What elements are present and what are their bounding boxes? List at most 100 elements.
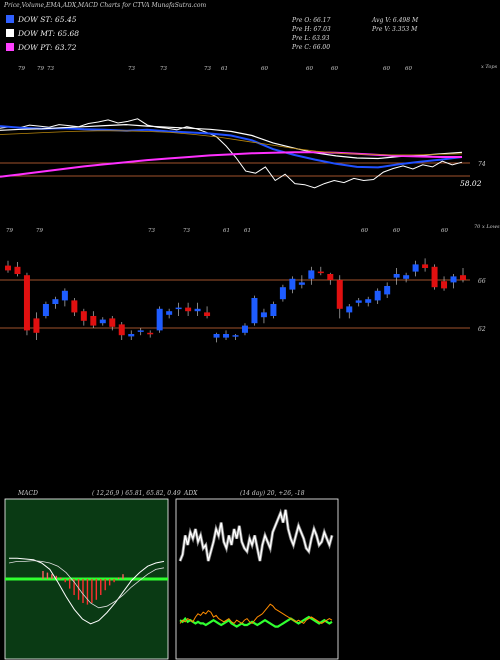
candle-level-label: 62 xyxy=(478,326,486,333)
legend-label-mt: DOW MT: 65.68 xyxy=(18,29,80,38)
stat-open: Pre O: 66.17 xyxy=(292,17,331,24)
candle-body xyxy=(23,275,30,331)
macd-panel xyxy=(4,498,169,660)
candle-body xyxy=(450,276,457,283)
ema-bottom-label: 60 xyxy=(393,228,400,234)
candle-body xyxy=(355,300,362,303)
ema-top-label: 73 xyxy=(160,66,167,72)
candle-body xyxy=(308,270,315,279)
candle-body xyxy=(33,318,40,333)
candle-body xyxy=(232,335,239,337)
candle-body xyxy=(166,311,173,315)
ema-bottom-label: 79 xyxy=(6,228,13,234)
candle-body xyxy=(42,304,49,316)
legend-label-st: DOW ST: 65.45 xyxy=(18,15,77,24)
candle-body xyxy=(156,308,163,331)
candle-body xyxy=(384,286,391,295)
ema-top-label: 73 xyxy=(204,66,211,72)
adx-series-3 xyxy=(179,603,333,625)
legend-swatch-mt xyxy=(6,29,14,37)
ema-top-label: 73 xyxy=(47,66,54,72)
ema-series-2 xyxy=(0,123,463,160)
ema-series-1 xyxy=(0,125,463,169)
adx-background xyxy=(175,498,339,660)
candle-body xyxy=(61,290,68,301)
candle-body xyxy=(71,300,78,313)
candle-body xyxy=(279,287,286,300)
candle-body xyxy=(213,334,220,338)
ema-bottom-right-label: 70 x Lows xyxy=(474,224,500,230)
candle-body xyxy=(298,282,305,285)
ema-top-label: 79 xyxy=(18,66,25,72)
macd-params: ( 12,26,9 ) 65.81, 65.82, 0.49 xyxy=(92,490,181,497)
ema-bottom-label: 73 xyxy=(183,228,190,234)
chart-title: Price,Volume,EMA,ADX,MACD Charts for CTV… xyxy=(4,2,207,9)
stat-low: Pre L: 63.93 xyxy=(292,35,330,42)
candle-body xyxy=(365,299,372,303)
candle-body xyxy=(175,307,182,310)
ema-bottom-label: 61 xyxy=(223,228,230,234)
ema-top-label: 60 xyxy=(261,66,268,72)
ema-right-label-74: 74 xyxy=(478,161,486,168)
candle-body xyxy=(14,266,21,274)
candle-body xyxy=(109,318,116,327)
adx-series-1 xyxy=(179,509,333,562)
candle-body xyxy=(346,306,353,313)
candlestick-panel: 66 62 xyxy=(0,258,486,343)
adx-label: ADX xyxy=(184,490,198,497)
legend-dow-pt: DOW PT: 63.72 xyxy=(6,43,76,52)
ema-top-label: 60 xyxy=(331,66,338,72)
ema-extra-line xyxy=(0,130,463,156)
ema-top-label: 60 xyxy=(383,66,390,72)
stat-high: Pre H: 67.03 xyxy=(292,26,331,33)
candle-body xyxy=(412,264,419,272)
candle-body xyxy=(336,280,343,309)
macd-signal-line xyxy=(8,560,165,609)
ema-top-label: 60 xyxy=(405,66,412,72)
candle-body xyxy=(118,324,125,336)
candle-body xyxy=(327,274,334,280)
candle-body xyxy=(223,334,230,338)
candle-body xyxy=(52,299,59,304)
candle-body xyxy=(260,312,267,318)
candle-body xyxy=(289,278,296,290)
legend-dow-st: DOW ST: 65.45 xyxy=(6,15,77,24)
legend-dow-mt: DOW MT: 65.68 xyxy=(6,29,79,38)
candle-body xyxy=(403,275,410,279)
candle-body xyxy=(251,298,258,324)
candle-body xyxy=(422,264,429,268)
adx-panel xyxy=(175,498,339,660)
ema-bottom-label: 60 xyxy=(361,228,368,234)
candle-body xyxy=(431,266,438,288)
stat-close: Pre C: 66.00 xyxy=(292,44,331,51)
adx-series-2 xyxy=(179,615,333,628)
candle-body xyxy=(80,311,87,321)
candle-body xyxy=(241,325,248,333)
legend-swatch-pt xyxy=(6,43,14,51)
ema-bottom-label: 60 xyxy=(441,228,448,234)
ema-bottom-label: 79 xyxy=(36,228,43,234)
ema-bottom-label: 73 xyxy=(148,228,155,234)
candle-body xyxy=(147,332,154,335)
stat-pre-volume: Pre V: 3.353 M xyxy=(372,26,418,33)
candle-body xyxy=(5,265,11,271)
adx-params: (14 day) 20, +26, -18 xyxy=(240,490,305,497)
ema-right-label-last: 58.02 xyxy=(460,179,482,188)
legend-label-pt: DOW PT: 63.72 xyxy=(18,43,77,52)
candle-body xyxy=(393,274,400,278)
candle-level-label: 66 xyxy=(478,278,486,285)
ema-series-3 xyxy=(0,151,462,178)
candle-body xyxy=(460,275,466,280)
candle-body xyxy=(441,281,448,289)
candle-body xyxy=(204,312,211,316)
macd-label: MACD xyxy=(18,490,38,497)
ema-top-label: 79 xyxy=(37,66,44,72)
candle-body xyxy=(99,319,106,324)
ema-right-label-tops: x Tops xyxy=(481,64,498,70)
legend-swatch-st xyxy=(6,15,14,23)
candle-body xyxy=(194,308,201,312)
ema-top-label: 61 xyxy=(221,66,228,72)
candle-body xyxy=(317,271,324,274)
